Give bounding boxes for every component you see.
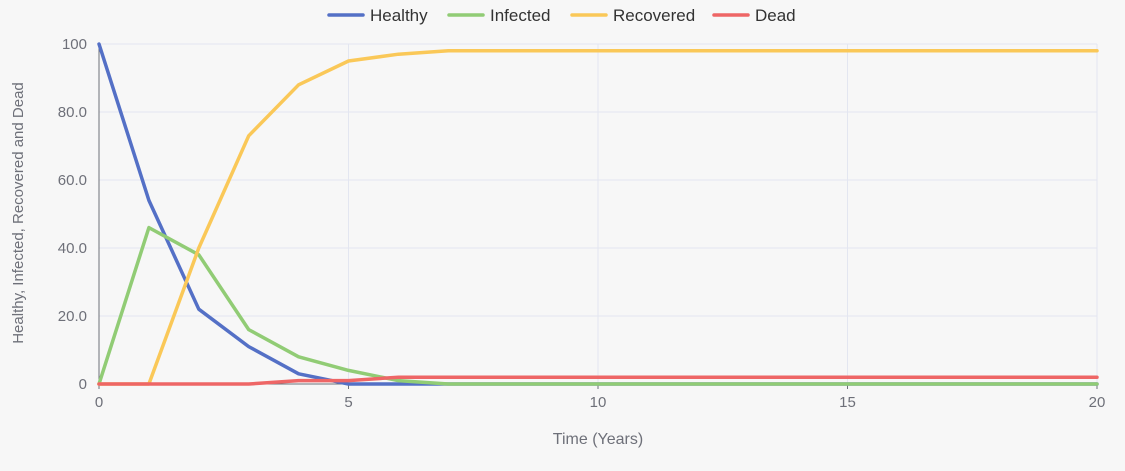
x-tick-label: 0 [95, 394, 103, 411]
series-group [97, 42, 1099, 386]
legend-label: Recovered [613, 6, 695, 25]
tick-labels: 0 5 10 15 20 0 20.0 40.0 60.0 80.0 100 [58, 36, 1106, 411]
x-tick-label: 15 [839, 394, 856, 411]
y-tick-label: 40.0 [58, 240, 87, 257]
y-tick-label: 100 [62, 36, 87, 53]
grid [99, 43, 1098, 384]
legend-label: Healthy [370, 6, 428, 25]
legend-label: Dead [755, 6, 796, 25]
series-line-infected[interactable] [97, 225, 1099, 386]
legend-item-healthy[interactable]: Healthy [327, 6, 428, 25]
x-tick-label: 5 [344, 394, 352, 411]
y-tick-label: 80.0 [58, 104, 87, 121]
x-tick-label: 20 [1089, 394, 1106, 411]
series-line-dead[interactable] [97, 375, 1099, 386]
y-tick-label: 0 [79, 376, 87, 393]
legend-item-infected[interactable]: Infected [447, 6, 551, 25]
x-tick-label: 10 [590, 394, 607, 411]
series-line-recovered[interactable] [97, 49, 1099, 386]
y-axis-label: Healthy, Infected, Recovered and Dead [10, 82, 27, 344]
legend-label: Infected [490, 6, 551, 25]
y-tick-label: 20.0 [58, 308, 87, 325]
legend-item-recovered[interactable]: Recovered [570, 6, 695, 25]
x-axis-label: Time (Years) [553, 431, 643, 448]
y-tick-label: 60.0 [58, 172, 87, 189]
legend[interactable]: Healthy Infected Recovered Dead [327, 6, 796, 25]
legend-item-dead[interactable]: Dead [712, 6, 796, 25]
